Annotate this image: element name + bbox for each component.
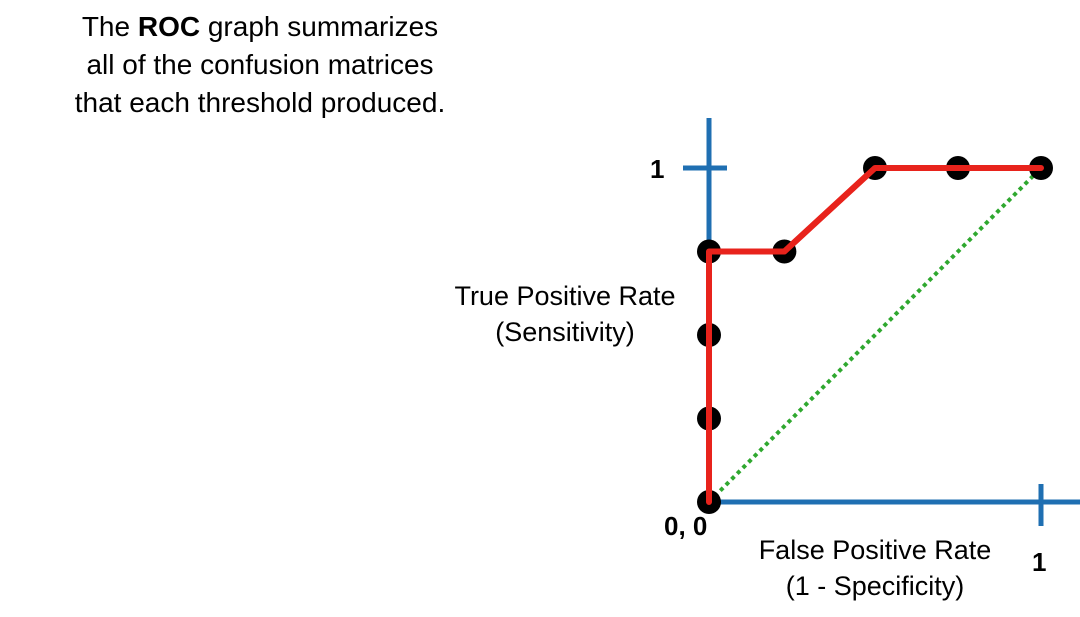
x-axis-label-line-2: (1 - Specificity) <box>785 571 965 601</box>
random-classifier-line <box>707 166 1043 504</box>
y-axis-label-line-1: True Positive Rate <box>454 281 676 311</box>
y-axis-label-line-2: (Sensitivity) <box>495 317 635 347</box>
caption-bold-term: ROC <box>137 11 201 42</box>
caption-line-1: The ROC graph summarizes <box>20 8 500 46</box>
x-tick-label: 1 <box>1032 547 1047 577</box>
caption-text: The <box>81 11 138 42</box>
x-axis-label-line-1: False Positive Rate <box>758 535 992 565</box>
caption-line-2: all of the confusion matrices <box>86 49 434 80</box>
y-axis-label: True Positive Rate (Sensitivity) <box>420 278 710 350</box>
caption-text: graph summarizes <box>200 11 439 42</box>
origin-tick-label: 0, 0 <box>664 511 708 541</box>
chart-caption: The ROC graph summarizes all of the conf… <box>20 8 500 122</box>
roc-curve-overlay <box>706 165 1044 505</box>
y-tick-label: 1 <box>650 154 665 184</box>
caption-line-3: that each threshold produced. <box>74 87 446 118</box>
x-axis-label: False Positive Rate (1 - Specificity) <box>715 532 1035 604</box>
